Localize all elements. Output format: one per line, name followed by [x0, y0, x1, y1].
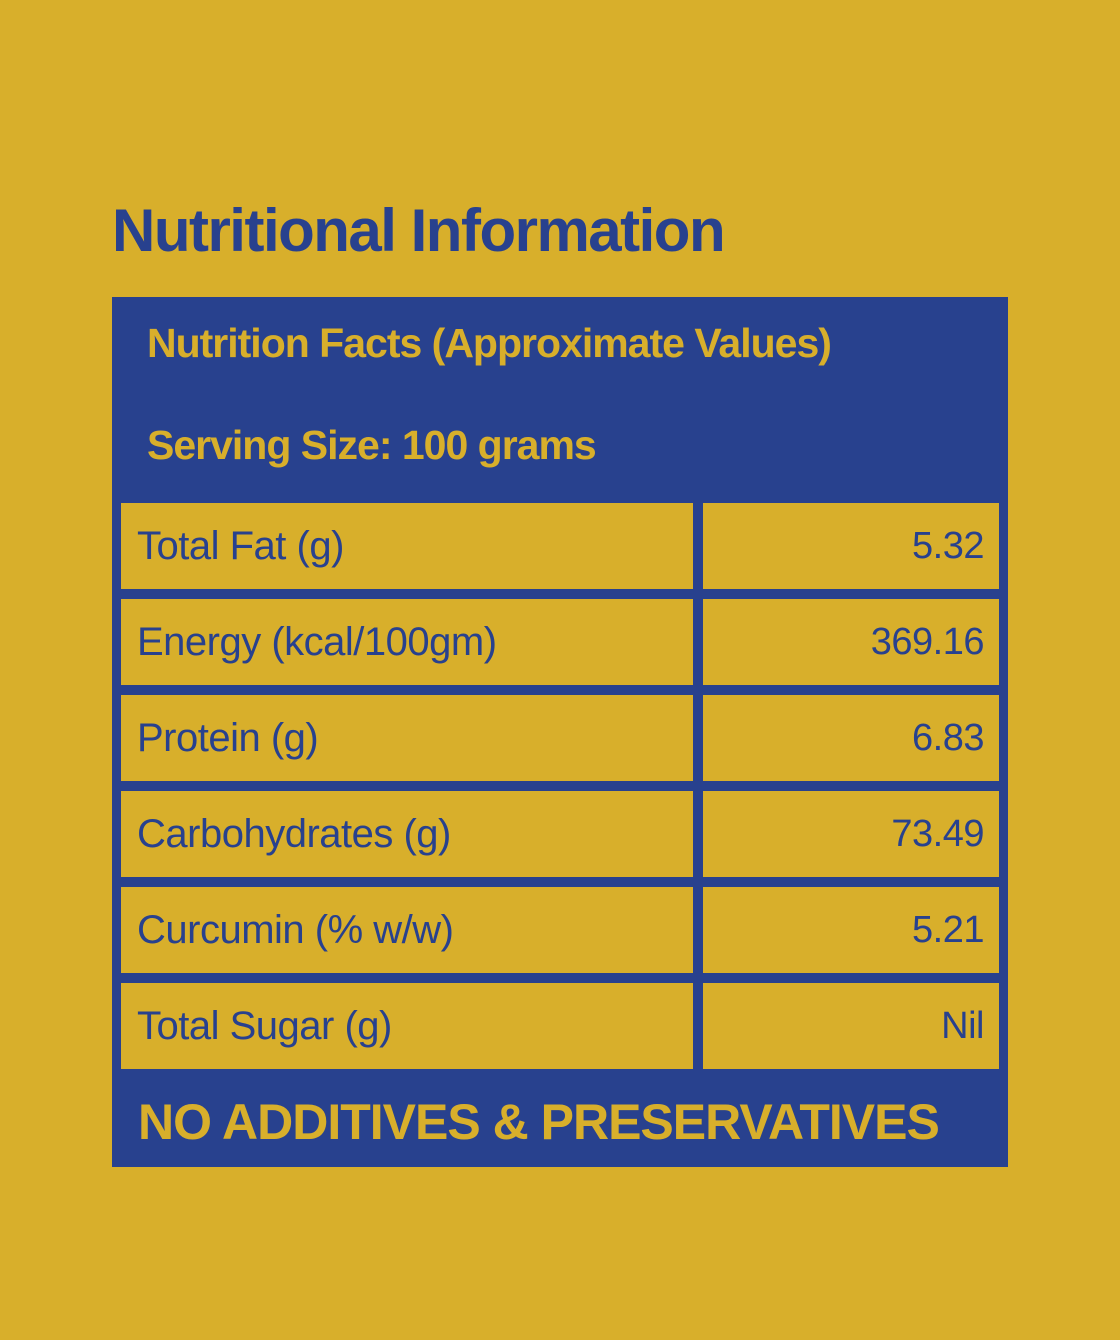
- page-title: Nutritional Information: [112, 197, 726, 264]
- table-row: Energy (kcal/100gm) 369.16: [121, 599, 999, 685]
- row-label-total-sugar: Total Sugar (g): [121, 983, 693, 1069]
- no-additives-text: NO ADDITIVES & PRESERVATIVES: [138, 1094, 940, 1150]
- table-row: Carbohydrates (g) 73.49: [121, 791, 999, 877]
- row-label-protein: Protein (g): [121, 695, 693, 781]
- table-row: Total Fat (g) 5.32: [121, 503, 999, 589]
- row-label-carbohydrates: Carbohydrates (g): [121, 791, 693, 877]
- serving-size-text: Serving Size: 100 grams: [147, 422, 597, 469]
- table-row: Curcumin (% w/w) 5.21: [121, 887, 999, 973]
- row-value-curcumin: 5.21: [703, 887, 999, 973]
- footer-banner: NO ADDITIVES & PRESERVATIVES: [121, 1079, 999, 1165]
- row-label-total-fat: Total Fat (g): [121, 503, 693, 589]
- card-header: Nutrition Facts (Approximate Values) Ser…: [121, 297, 999, 503]
- row-value-energy: 369.16: [703, 599, 999, 685]
- row-value-carbohydrates: 73.49: [703, 791, 999, 877]
- row-value-total-sugar: Nil: [703, 983, 999, 1069]
- nutrition-facts-card: Nutrition Facts (Approximate Values) Ser…: [112, 297, 1008, 1167]
- row-label-energy: Energy (kcal/100gm): [121, 599, 693, 685]
- nutrition-facts-heading: Nutrition Facts (Approximate Values): [147, 320, 832, 366]
- row-value-protein: 6.83: [703, 695, 999, 781]
- row-label-curcumin: Curcumin (% w/w): [121, 887, 693, 973]
- row-value-total-fat: 5.32: [703, 503, 999, 589]
- table-row: Total Sugar (g) Nil: [121, 983, 999, 1069]
- table-row: Protein (g) 6.83: [121, 695, 999, 781]
